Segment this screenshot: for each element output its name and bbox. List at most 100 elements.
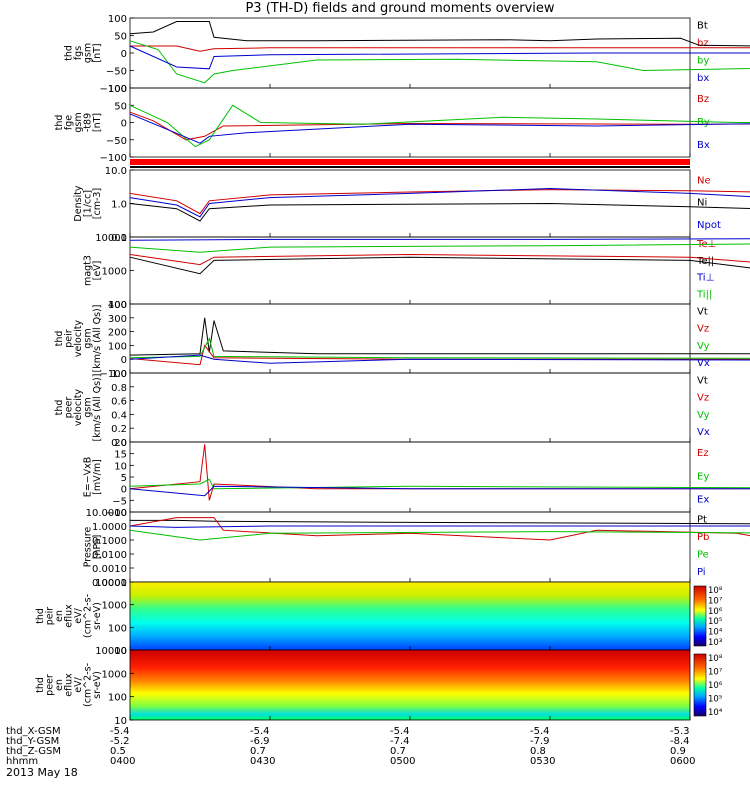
y-tick-label: 200 <box>108 328 127 339</box>
panel-pressure: 10.00001.00000.10000.01000.00100.0001Pre… <box>83 508 750 589</box>
y-tick-label: 100 <box>108 84 127 95</box>
series-Npot <box>130 189 750 217</box>
y-tick-label: 100 <box>108 623 127 634</box>
series-Ti|| <box>130 242 750 252</box>
y-tick-label: 100 <box>108 14 127 25</box>
legend-entry: Bx <box>697 140 710 151</box>
legend-entry: Bt <box>697 21 708 32</box>
panel-peer-eflux: 10⁸10⁷10⁶10⁵10⁴10000100010010thdpeerenef… <box>35 646 723 727</box>
plot-date: 2013 May 18 <box>6 766 78 779</box>
legend-entry: Pe <box>697 550 709 561</box>
y-tick-label: 10000 <box>95 578 127 589</box>
series-bx <box>130 46 750 69</box>
x-row-value: 0600 <box>670 756 695 767</box>
y-tick-label: 1000 <box>102 601 127 612</box>
series-bz <box>130 46 750 51</box>
legend-entry: Npot <box>697 220 721 231</box>
x-row-value: 0430 <box>250 756 275 767</box>
series-Ni <box>130 204 750 222</box>
y-axis-label: [cm-3] <box>92 188 103 219</box>
plot-title: P3 (TH-D) fields and ground moments over… <box>245 1 554 16</box>
y-tick-label: −50 <box>106 67 127 78</box>
y-axis-label: [nPa] <box>92 535 103 560</box>
colorbar <box>694 654 706 716</box>
y-tick-label: 0 <box>121 485 127 496</box>
y-tick-label: 15 <box>114 450 127 461</box>
y-tick-label: 1.0 <box>111 200 127 211</box>
colorbar-tick: 10⁶ <box>708 681 723 691</box>
panel-frame <box>130 373 690 442</box>
series-Pt <box>130 520 750 525</box>
y-tick-label: −5 <box>112 496 127 507</box>
y-tick-label: 1.0000 <box>92 522 127 533</box>
spectrogram-peer-eflux <box>130 650 690 720</box>
legend-entry: bx <box>697 73 709 84</box>
y-axis-label: [nT] <box>92 43 103 62</box>
series-Bx <box>130 114 750 143</box>
y-tick-label: 1.0 <box>111 369 127 380</box>
y-tick-label: 300 <box>108 314 127 325</box>
legend-entry: Vz <box>697 393 709 404</box>
y-tick-label: 0 <box>121 119 127 130</box>
y-tick-label: 0.4 <box>111 410 127 421</box>
series-Ne <box>130 190 750 214</box>
x-row-value: 0400 <box>110 756 135 767</box>
legend-entry: Pb <box>697 532 709 543</box>
y-tick-label: 400 <box>108 300 127 311</box>
y-axis-label: sr-eV) <box>92 671 103 699</box>
y-axis-label: sr-eV) <box>92 602 103 630</box>
y-axis-label: [nT] <box>92 113 103 132</box>
legend-entry: Ey <box>697 471 709 482</box>
y-tick-label: 0.8 <box>111 383 127 394</box>
colorbar-tick: 10⁸ <box>708 654 723 664</box>
legend-entry: Vt <box>697 375 708 386</box>
y-tick-label: 0.0010 <box>92 564 127 575</box>
legend-entry: Vx <box>697 427 710 438</box>
colorbar-tick: 10³ <box>708 638 722 648</box>
series-Ti⊥ <box>130 238 750 241</box>
y-tick-label: 10.0 <box>105 166 127 177</box>
colorbar-tick: 10⁴ <box>708 628 723 638</box>
legend-entry: By <box>697 117 710 128</box>
legend-entry: Ne <box>697 175 711 186</box>
panel-frame <box>130 237 690 304</box>
series-Vt <box>130 318 750 355</box>
panel-frame <box>130 88 690 157</box>
colorbar-tick: 10⁵ <box>708 695 722 705</box>
y-axis-label: [km/s (All Qs)] <box>92 305 103 373</box>
legend-entry: Vy <box>697 341 710 352</box>
colorbar-tick: 10⁵ <box>708 617 722 627</box>
legend-entry: Ex <box>697 495 709 506</box>
y-tick-label: 10000 <box>95 646 127 657</box>
legend-entry: Ez <box>697 448 709 459</box>
y-tick-label: 50 <box>114 101 127 112</box>
legend-entry: by <box>697 56 709 67</box>
series-Bz <box>130 112 750 140</box>
x-axis: thd_X-GSM-5.4-5.4-5.4-5.4-5.3thd_Y-GSM-5… <box>6 726 695 767</box>
y-tick-label: 0 <box>121 49 127 60</box>
y-tick-label: 10000 <box>95 233 127 244</box>
series-Pi <box>130 526 750 527</box>
y-tick-label: 0 <box>121 355 127 366</box>
y-axis-label: [eV] <box>92 261 103 281</box>
legend-entry: Vy <box>697 410 710 421</box>
colorbar-tick: 10⁷ <box>708 668 723 678</box>
legend-entry: Ti|| <box>696 289 712 300</box>
colorbar-tick: 10⁷ <box>708 596 723 606</box>
y-tick-label: 1000 <box>102 267 127 278</box>
spectrogram-peir-eflux <box>130 582 690 650</box>
y-tick-label: −100 <box>100 153 127 164</box>
quality-flag-line <box>130 166 690 168</box>
y-tick-label: 0.6 <box>111 397 127 408</box>
legend-entry: Vz <box>697 324 709 335</box>
colorbar-tick: 10⁴ <box>708 708 723 718</box>
colorbar <box>694 586 706 646</box>
y-tick-label: 10.0000 <box>86 508 127 519</box>
series-Bt <box>130 22 750 47</box>
